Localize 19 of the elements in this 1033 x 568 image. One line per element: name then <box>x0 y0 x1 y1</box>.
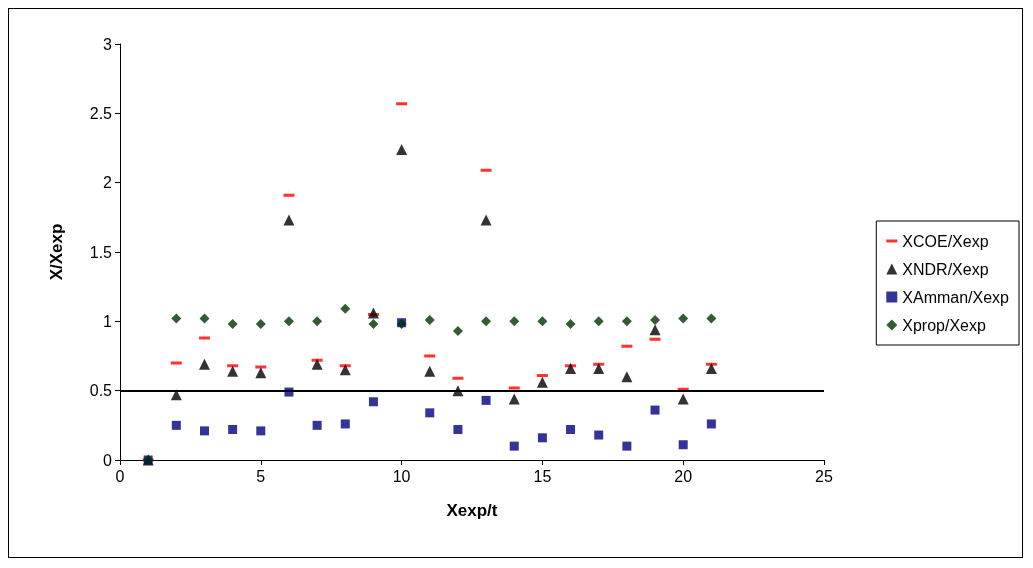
x-tick-label: 5 <box>256 467 266 485</box>
x-tick-label: 15 <box>533 467 552 485</box>
y-axis-title: X/Xexp <box>47 223 66 281</box>
y-tick-label: 1.5 <box>89 243 113 261</box>
x-tick-label: 25 <box>815 467 833 485</box>
legend-label: XCOE/Xexp <box>902 232 989 250</box>
x-tick-label: 20 <box>674 467 693 485</box>
x-axis-title: Xexp/t <box>446 501 498 520</box>
x-tick-label: 0 <box>115 467 125 485</box>
y-tick-label: 1 <box>103 312 113 330</box>
y-tick-label: 3 <box>103 35 113 53</box>
y-tick-label: 2 <box>103 174 113 192</box>
x-tick-label: 10 <box>392 467 411 485</box>
legend-label: Xprop/Xexp <box>902 316 986 334</box>
y-tick-label: 2.5 <box>89 104 113 122</box>
y-tick-label: 0 <box>103 451 113 469</box>
legend-label: XNDR/Xexp <box>902 260 989 278</box>
y-tick-label: 0.5 <box>89 382 113 400</box>
legend-label: XAmman/Xexp <box>902 288 1010 306</box>
